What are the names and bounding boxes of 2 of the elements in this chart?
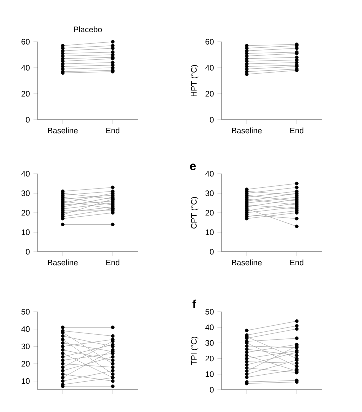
text: f <box>192 300 196 308</box>
text: e <box>190 164 196 170</box>
